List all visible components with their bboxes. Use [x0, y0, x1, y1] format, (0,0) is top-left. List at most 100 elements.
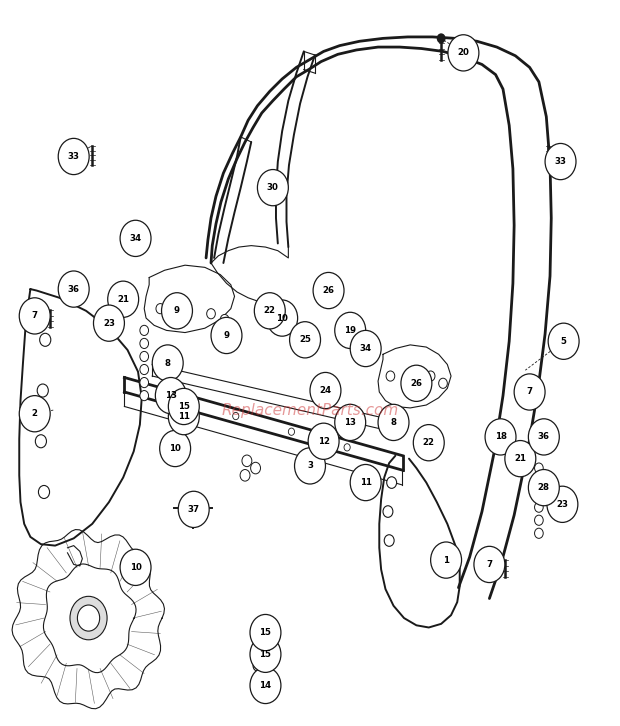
Circle shape: [386, 371, 395, 381]
Circle shape: [178, 492, 209, 528]
Text: 36: 36: [68, 285, 80, 293]
Circle shape: [414, 425, 445, 461]
Circle shape: [258, 621, 273, 638]
Circle shape: [160, 431, 190, 467]
Circle shape: [180, 309, 189, 319]
Circle shape: [120, 550, 151, 585]
Circle shape: [383, 506, 393, 518]
Text: 34: 34: [360, 344, 372, 353]
Circle shape: [38, 486, 50, 499]
Circle shape: [257, 170, 288, 205]
Circle shape: [58, 271, 89, 307]
Circle shape: [253, 661, 262, 671]
Circle shape: [260, 643, 271, 656]
Circle shape: [514, 374, 545, 410]
Circle shape: [387, 477, 397, 489]
Circle shape: [534, 515, 543, 526]
Text: 11: 11: [360, 478, 371, 487]
Circle shape: [335, 404, 366, 441]
Text: 23: 23: [556, 499, 569, 509]
Circle shape: [250, 636, 281, 672]
Circle shape: [37, 384, 48, 397]
Circle shape: [384, 535, 394, 547]
Text: 15: 15: [260, 628, 272, 637]
Circle shape: [140, 364, 149, 375]
Text: 33: 33: [68, 152, 80, 161]
Text: 9: 9: [223, 331, 229, 340]
Text: 22: 22: [423, 439, 435, 447]
Text: 2: 2: [32, 409, 38, 418]
Circle shape: [350, 465, 381, 501]
Circle shape: [78, 605, 100, 631]
Text: 23: 23: [103, 319, 115, 327]
Text: 8: 8: [165, 359, 171, 367]
Text: 7: 7: [526, 388, 533, 396]
Text: 34: 34: [130, 234, 141, 243]
Circle shape: [294, 448, 326, 484]
Circle shape: [211, 317, 242, 354]
Circle shape: [242, 455, 252, 467]
Text: 10: 10: [277, 314, 288, 322]
Circle shape: [427, 371, 435, 381]
Circle shape: [156, 378, 186, 414]
Circle shape: [140, 325, 149, 335]
Text: 3: 3: [307, 462, 313, 470]
Circle shape: [140, 391, 149, 401]
Text: 18: 18: [495, 433, 507, 441]
Circle shape: [169, 388, 199, 425]
Text: ReplacementParts.com: ReplacementParts.com: [221, 403, 399, 417]
Circle shape: [431, 542, 461, 578]
Circle shape: [474, 547, 505, 582]
Circle shape: [290, 322, 321, 358]
Text: 7: 7: [486, 560, 492, 569]
Circle shape: [448, 35, 479, 71]
Circle shape: [548, 323, 579, 359]
Circle shape: [140, 338, 149, 348]
Circle shape: [94, 305, 125, 341]
Circle shape: [534, 502, 543, 513]
Text: 33: 33: [554, 157, 567, 166]
Text: 8: 8: [391, 418, 397, 427]
Circle shape: [267, 300, 298, 336]
Text: 28: 28: [538, 483, 550, 492]
Text: 15: 15: [260, 650, 272, 658]
Circle shape: [505, 441, 536, 477]
Circle shape: [485, 419, 516, 455]
Circle shape: [120, 220, 151, 256]
Circle shape: [250, 667, 281, 703]
Circle shape: [108, 281, 139, 317]
Circle shape: [534, 529, 543, 539]
Circle shape: [140, 378, 149, 388]
Circle shape: [240, 470, 250, 481]
Circle shape: [528, 419, 559, 455]
Text: 9: 9: [174, 306, 180, 315]
Text: 37: 37: [188, 505, 200, 514]
Circle shape: [70, 596, 107, 640]
Text: 10: 10: [169, 444, 181, 453]
Circle shape: [162, 293, 192, 329]
Circle shape: [250, 614, 281, 650]
Text: 14: 14: [259, 681, 272, 690]
Circle shape: [250, 462, 260, 474]
Text: 7: 7: [32, 311, 38, 320]
Text: 26: 26: [322, 286, 335, 295]
Text: 5: 5: [560, 337, 567, 346]
Text: 10: 10: [130, 563, 141, 572]
Circle shape: [153, 345, 183, 381]
Text: 25: 25: [299, 335, 311, 344]
Circle shape: [547, 486, 578, 523]
Circle shape: [528, 470, 559, 506]
Circle shape: [259, 632, 272, 647]
Text: 36: 36: [538, 433, 550, 441]
Text: 12: 12: [317, 437, 330, 446]
Circle shape: [308, 423, 339, 460]
Text: 24: 24: [319, 386, 332, 395]
Circle shape: [40, 333, 51, 346]
Text: 26: 26: [410, 379, 422, 388]
Text: 11: 11: [178, 412, 190, 421]
Text: 15: 15: [178, 402, 190, 411]
Text: 19: 19: [344, 326, 356, 335]
Circle shape: [35, 435, 46, 448]
Text: 30: 30: [267, 183, 279, 192]
Text: 22: 22: [264, 306, 276, 315]
